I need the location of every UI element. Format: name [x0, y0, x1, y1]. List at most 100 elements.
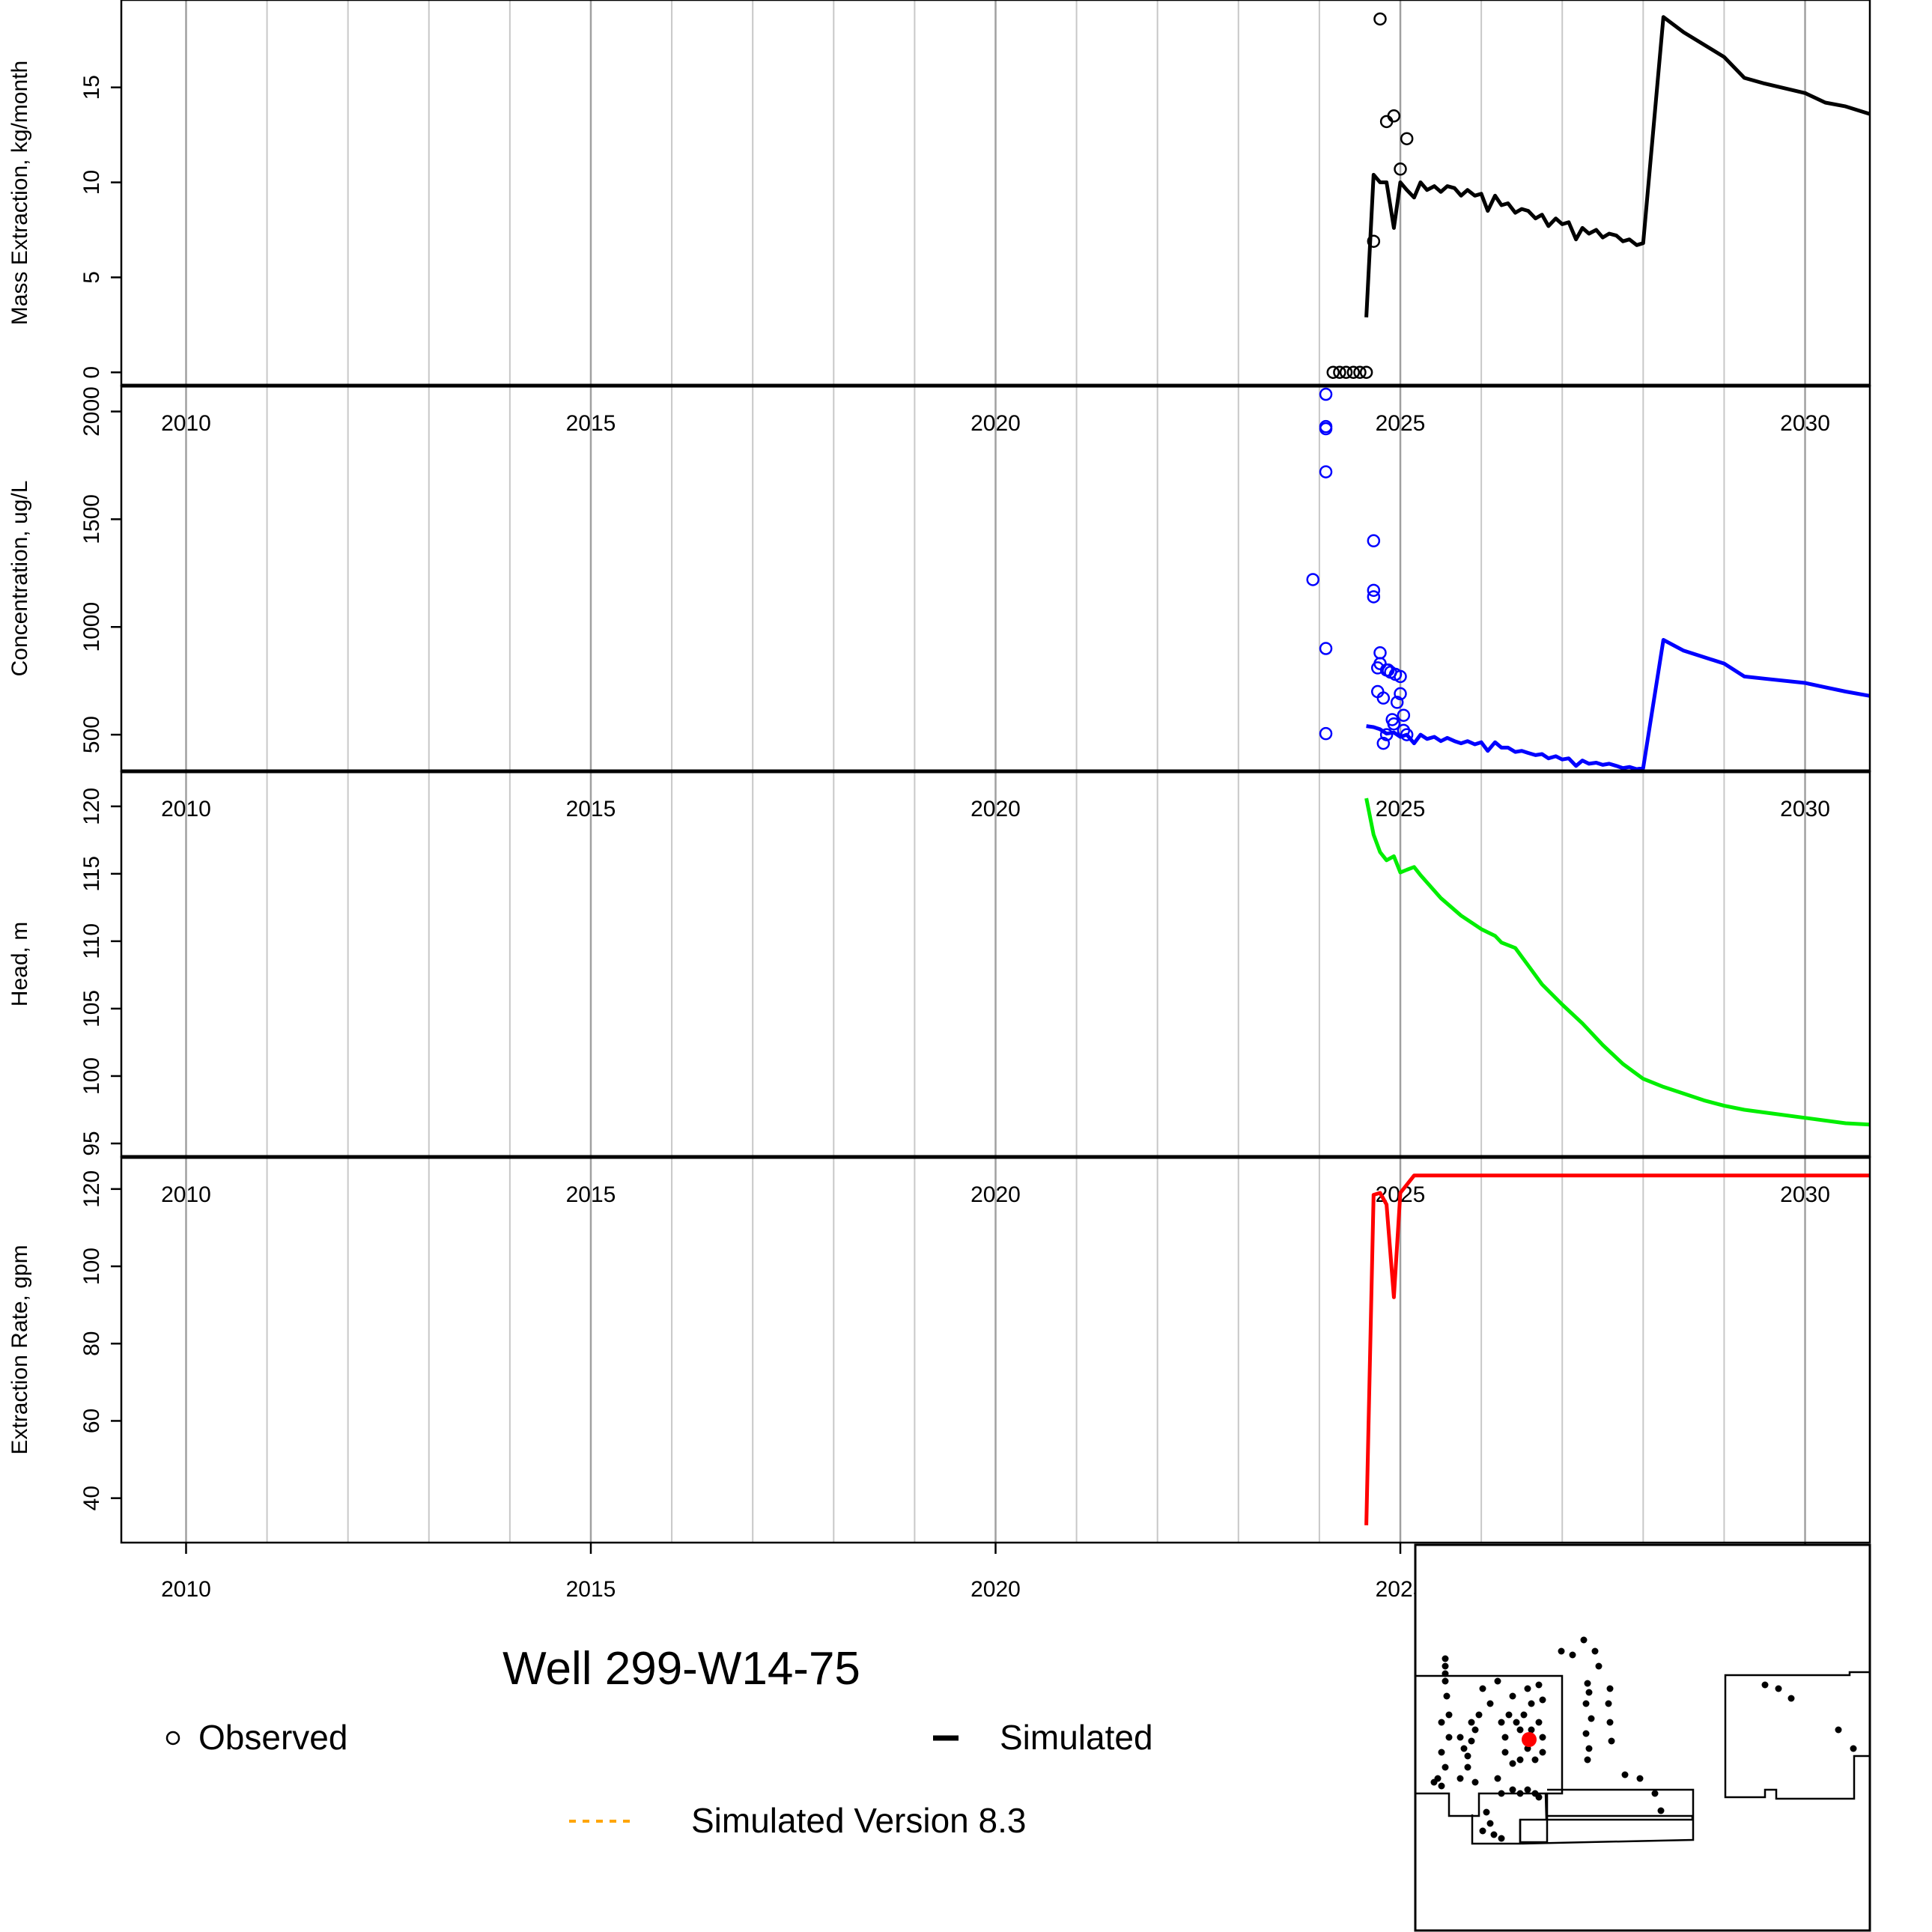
x-tick-label: 2020: [970, 797, 1021, 821]
y-axis-label: Concentration, ug/L: [7, 481, 32, 677]
x-tick-label: 2010: [161, 1182, 211, 1207]
map-well-dot: [1582, 1730, 1590, 1737]
map-well-dot: [1524, 1685, 1531, 1692]
observed-point: [1319, 465, 1333, 479]
x-tick-label: 2030: [1780, 411, 1830, 436]
map-well-dot: [1471, 1778, 1479, 1786]
x-tick-label: 2015: [566, 1182, 616, 1207]
x-tick-label: 2025: [1376, 411, 1426, 436]
observed-point: [1319, 387, 1333, 401]
y-axis-label: Extraction Rate, gpm: [7, 1245, 32, 1454]
site-location-map: [1414, 1543, 1871, 1932]
map-well-dot: [1442, 1662, 1449, 1670]
map-well-dot: [1486, 1820, 1494, 1827]
map-well-dot: [1608, 1737, 1615, 1745]
y-tick-label: 120: [79, 788, 104, 825]
y-tick-label: 110: [79, 923, 104, 959]
observed-point: [1387, 109, 1401, 123]
observed-point: [1387, 717, 1401, 731]
panel-mass: 0 5 10 15 Mass Extraction, kg/month: [7, 0, 1871, 387]
map-well-dot: [1606, 1719, 1614, 1726]
map-well-dot: [1516, 1790, 1524, 1797]
map-well-dot: [1524, 1786, 1531, 1793]
x-tick-label: 2030: [1780, 1182, 1830, 1207]
map-well-dot: [1456, 1734, 1464, 1741]
map-well-dot: [1535, 1681, 1543, 1689]
y-tick-label: 2000: [79, 386, 104, 437]
map-area-boundary-east: [1724, 1671, 1871, 1800]
map-well-dot: [1509, 1786, 1516, 1793]
observed-point: [1376, 691, 1391, 705]
x-tick-label: 2020: [970, 411, 1021, 436]
map-well-dot: [1539, 1696, 1546, 1704]
x-tick-label: 2025: [1376, 797, 1426, 821]
observed-point: [1382, 663, 1395, 677]
observed-point: [1319, 422, 1333, 436]
map-well-dot: [1539, 1749, 1546, 1756]
map-well-dot: [1535, 1719, 1543, 1726]
map-well-dot: [1595, 1662, 1603, 1670]
map-well-dot: [1513, 1719, 1520, 1726]
y-tick-label: 120: [79, 1170, 104, 1208]
map-well-dot: [1535, 1793, 1543, 1801]
map-well-dot: [1490, 1831, 1498, 1838]
observed-point: [1333, 365, 1346, 379]
map-well-dot: [1498, 1719, 1505, 1726]
map-well-dot: [1558, 1647, 1565, 1655]
map-well-dot: [1442, 1764, 1449, 1771]
observed-point: [1306, 573, 1320, 586]
y-axis-label: Head, m: [7, 922, 32, 1006]
x-tick-label: 2015: [566, 411, 616, 436]
observed-point: [1367, 590, 1381, 604]
map-well-dot: [1787, 1695, 1795, 1702]
observed-point: [1394, 669, 1407, 684]
map-well-dot: [1456, 1775, 1464, 1782]
map-well-dot: [1584, 1756, 1591, 1764]
map-well-dot: [1584, 1680, 1591, 1687]
simulated-line-rate: [1364, 1173, 1870, 1525]
x-tick-label: 2015: [566, 1577, 616, 1602]
map-well-dot: [1464, 1764, 1471, 1771]
y-tick-label: 10: [79, 170, 104, 195]
x-tick-label: 2020: [970, 1577, 1021, 1602]
map-well-dot: [1494, 1775, 1501, 1782]
map-well-dot: [1483, 1808, 1490, 1816]
map-well-dot: [1430, 1778, 1438, 1786]
map-well-dot: [1479, 1827, 1486, 1835]
simulated-line-mass: [1364, 15, 1871, 318]
map-well-dot: [1761, 1681, 1769, 1689]
map-well-dot: [1850, 1745, 1857, 1752]
y-tick-label: 80: [79, 1331, 104, 1356]
observed-point: [1367, 583, 1381, 598]
observed-point: [1390, 696, 1404, 709]
y-tick-label: 100: [79, 1057, 104, 1095]
map-well-dot: [1501, 1749, 1509, 1756]
x-tick-label: 2010: [161, 1577, 211, 1602]
map-well-dot: [1505, 1711, 1513, 1719]
map-well-dot: [1442, 1677, 1449, 1685]
map-well-dot: [1438, 1719, 1445, 1726]
map-well-dot: [1605, 1700, 1612, 1707]
y-tick-label: 15: [79, 75, 104, 100]
map-well-dot: [1591, 1647, 1599, 1655]
panel-head: 2010 2015 2020 2025 2030 95 100 105 110 115 120 Hea…: [7, 770, 1871, 1158]
map-well-dot: [1445, 1711, 1453, 1719]
observed-point: [1373, 646, 1387, 660]
map-well-dot: [1486, 1700, 1494, 1707]
map-well-dot: [1582, 1700, 1590, 1707]
map-well-dot: [1494, 1677, 1501, 1685]
map-well-dot: [1775, 1685, 1782, 1692]
x-tick-label: 2015: [566, 797, 616, 821]
map-well-dot: [1636, 1775, 1644, 1782]
map-well-dot: [1468, 1719, 1475, 1726]
map-well-dot: [1580, 1636, 1588, 1644]
x-tick-label: 2010: [161, 411, 211, 436]
map-well-points: [1430, 1636, 1857, 1842]
map-well-dot: [1509, 1760, 1516, 1767]
observed-point: [1346, 365, 1361, 379]
observed-point: [1379, 728, 1394, 741]
observed-point: [1397, 708, 1411, 722]
map-well-dot: [1475, 1711, 1483, 1719]
x-tick-label: 2010: [161, 797, 211, 821]
